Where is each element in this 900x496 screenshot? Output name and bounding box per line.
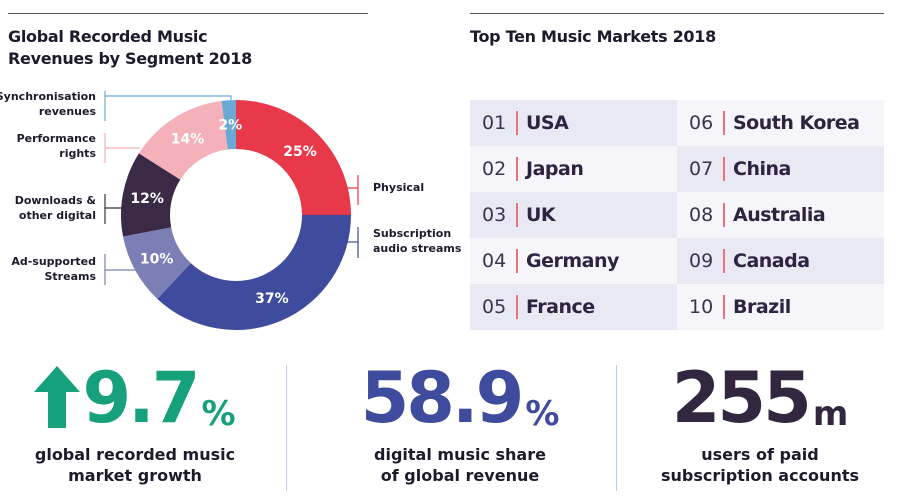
market-row: 10 Brazil — [677, 284, 884, 330]
markets-table: 01 USA 02 Japan 03 UK 04 Germany 05 France 06 South… — [470, 100, 884, 330]
stat-caption: digital music share of global revenue — [374, 445, 546, 485]
market-row: 07 China — [677, 146, 884, 192]
rank-divider — [723, 157, 725, 181]
stat-caption: users of paid subscription accounts — [661, 445, 859, 485]
market-row: 04 Germany — [470, 238, 677, 284]
rank-divider — [723, 203, 725, 227]
market-name: Japan — [526, 158, 584, 180]
market-row: 05 France — [470, 284, 677, 330]
market-row: 02 Japan — [470, 146, 677, 192]
stat-value: 58.9 — [360, 357, 525, 439]
stat-unit: % — [525, 394, 560, 434]
stat-unit: % — [201, 394, 236, 434]
leader-line — [105, 95, 232, 100]
stat-value: 9.7 — [82, 357, 200, 439]
rank-divider — [723, 295, 725, 319]
market-name: USA — [526, 112, 569, 134]
stat-divider — [286, 365, 287, 491]
donut-slice-performance-rights — [138, 100, 228, 180]
market-rank: 05 — [482, 296, 507, 318]
stat-divider — [616, 365, 617, 491]
rank-divider — [723, 249, 725, 273]
market-rank: 03 — [482, 204, 507, 226]
donut-slice-subscription-audio-streams — [157, 215, 351, 330]
market-row: 06 South Korea — [677, 100, 884, 146]
slice-value-label: 25% — [283, 144, 317, 160]
market-row: 03 UK — [470, 192, 677, 238]
donut-slice-physical — [236, 100, 351, 215]
market-name: South Korea — [733, 112, 860, 134]
left-divider — [8, 13, 368, 14]
market-rank: 04 — [482, 250, 507, 272]
stat-value: 255 — [671, 357, 812, 439]
market-rank: 01 — [482, 112, 507, 134]
market-rank: 08 — [689, 204, 714, 226]
donut-slice-ad-supported-streams — [123, 227, 191, 299]
slice-legend-label: Performance rights — [17, 132, 97, 160]
right-divider — [470, 13, 884, 14]
donut-chart: 25% Physical 37% Subscription audio streams 1… — [0, 90, 462, 330]
slice-legend-label: Subscription audio streams — [373, 227, 462, 255]
slice-value-label: 2% — [218, 118, 242, 134]
markets-title: Top Ten Music Markets 2018 — [470, 27, 716, 46]
market-rank: 02 — [482, 158, 507, 180]
rank-divider — [516, 111, 518, 135]
market-name: Brazil — [733, 296, 791, 318]
rank-divider — [516, 295, 518, 319]
market-rank: 10 — [689, 296, 714, 318]
rank-divider — [723, 111, 725, 135]
market-name: China — [733, 158, 791, 180]
slice-legend-label: Physical — [373, 181, 424, 194]
market-name: Canada — [733, 250, 810, 272]
rank-divider — [516, 249, 518, 273]
donut-slice-synchronisation-revenues — [221, 100, 236, 150]
rank-divider — [516, 203, 518, 227]
slice-value-label: 14% — [171, 132, 205, 148]
market-name: Australia — [733, 204, 826, 226]
slice-legend-label: Synchronisation revenues — [0, 90, 96, 118]
slice-value-label: 10% — [140, 252, 174, 268]
donut-slice-downloads-other-digital — [121, 153, 181, 237]
market-row: 01 USA — [470, 100, 677, 146]
market-rank: 09 — [689, 250, 714, 272]
stat-caption: global recorded music market growth — [34, 445, 236, 485]
rank-divider — [516, 157, 518, 181]
stat-block: 9.7% global recorded music market growth — [0, 362, 270, 486]
market-rank: 06 — [689, 112, 714, 134]
stat-block: 58.9% digital music share of global revenu… — [310, 362, 610, 486]
slice-value-label: 37% — [255, 291, 289, 307]
stat-block: 255 m users of paid subscription accounts — [620, 362, 900, 486]
stat-unit: m — [812, 394, 849, 434]
market-row: 09 Canada — [677, 238, 884, 284]
arrow-up-icon — [34, 366, 81, 428]
market-name: France — [526, 296, 595, 318]
market-name: UK — [526, 204, 556, 226]
chart-title: Global Recorded Music Revenues by Segmen… — [8, 27, 252, 68]
market-rank: 07 — [689, 158, 714, 180]
market-name: Germany — [526, 250, 619, 272]
slice-value-label: 12% — [130, 191, 164, 207]
slice-legend-label: Ad-supported Streams — [11, 255, 96, 283]
market-row: 08 Australia — [677, 192, 884, 238]
slice-legend-label: Downloads & other digital — [15, 194, 97, 222]
